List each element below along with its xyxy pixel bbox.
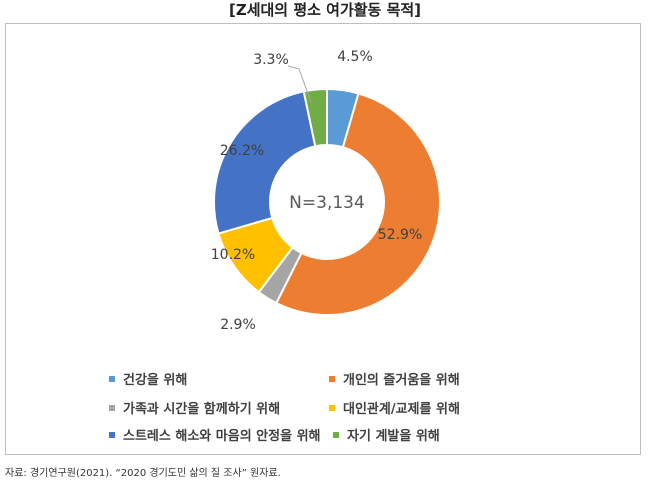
- legend-item-relations: 대인관계/교제를 위해: [329, 398, 460, 417]
- legend-swatch-health: [109, 375, 115, 382]
- legend-item-stress: 스트레스 해소와 마음의 안정을 위해: [109, 425, 321, 444]
- slice-enjoyment: [274, 92, 441, 316]
- source-note: 자료: 경기연구원(2021). “2020 경기도민 삶의 질 조사” 원자료…: [5, 468, 281, 479]
- legend-label-stress: 스트레스 해소와 마음의 안정을 위해: [123, 429, 321, 444]
- chart-frame: 4.5% 52.9% 2.9% 10.2% 26.2% 3.3% N=3,134 건강을 위…: [5, 23, 641, 455]
- data-label-relations: 10.2%: [211, 247, 255, 263]
- legend-swatch-selfdev: [333, 431, 339, 438]
- legend-item-selfdev: 자기 계발을 위해: [333, 425, 440, 444]
- legend-item-family: 가족과 시간을 함께하기 위해: [109, 398, 280, 417]
- data-label-enjoyment: 52.9%: [378, 227, 422, 243]
- legend-item-enjoyment: 개인의 즐거움을 위해: [329, 369, 460, 388]
- data-label-family: 2.9%: [220, 317, 256, 333]
- data-label-stress: 26.2%: [220, 143, 264, 159]
- legend-swatch-stress: [109, 431, 115, 438]
- legend-item-health: 건강을 위해: [109, 369, 187, 388]
- legend-label-relations: 대인관계/교제를 위해: [343, 402, 460, 417]
- legend-label-family: 가족과 시간을 함께하기 위해: [123, 402, 281, 417]
- data-label-health: 4.5%: [337, 49, 373, 65]
- donut-chart: 4.5% 52.9% 2.9% 10.2% 26.2% 3.3% N=3,134: [211, 49, 441, 333]
- chart-title: [Z세대의 평소 여가활동 목적]: [228, 1, 422, 19]
- legend-label-selfdev: 자기 계발을 위해: [347, 429, 440, 444]
- legend-swatch-relations: [329, 404, 335, 411]
- legend-swatch-family: [109, 404, 115, 411]
- data-label-selfdev: 3.3%: [253, 52, 289, 68]
- legend-label-health: 건강을 위해: [123, 373, 188, 388]
- slice-selfdev: [302, 87, 328, 148]
- center-label: N=3,134: [289, 193, 365, 213]
- leader-line-selfdev: [287, 65, 312, 103]
- slice-stress: [213, 90, 317, 235]
- legend-label-enjoyment: 개인의 즐거움을 위해: [343, 373, 460, 388]
- legend-swatch-enjoyment: [329, 375, 335, 382]
